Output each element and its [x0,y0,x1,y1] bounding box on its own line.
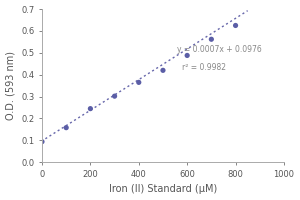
Point [209,38,214,41]
Point [136,81,141,84]
Text: r² = 0.9982: r² = 0.9982 [182,63,226,72]
Point [40,140,44,143]
Point [112,95,117,98]
Y-axis label: O.D. (593 nm): O.D. (593 nm) [6,51,16,120]
Text: y = 0.0007x + 0.0976: y = 0.0007x + 0.0976 [178,45,262,54]
X-axis label: Iron (II) Standard (μM): Iron (II) Standard (μM) [109,184,217,194]
Point [185,54,190,57]
Point [233,24,238,27]
Point [88,107,93,110]
Point [64,126,69,129]
Point [160,69,165,72]
